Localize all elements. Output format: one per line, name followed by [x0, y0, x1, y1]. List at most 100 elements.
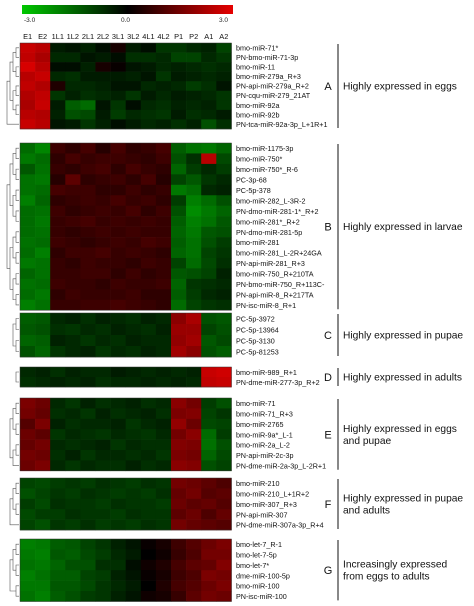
heatmap-cell: [95, 559, 111, 571]
mirna-label: PN-api-miR-281_R+3: [236, 259, 305, 268]
heatmap-cell: [95, 216, 111, 227]
heatmap-cell: [50, 460, 66, 472]
heatmap-cell: [110, 509, 126, 520]
heatmap-cell: [65, 460, 81, 472]
heatmap-cell: [186, 52, 202, 63]
heatmap-cell: [171, 559, 187, 571]
heatmap-cell: [155, 299, 172, 311]
heatmap-cell: [155, 324, 172, 336]
heatmap-cell: [155, 539, 172, 550]
heatmap-cell: [125, 580, 142, 592]
heatmap-cell: [110, 184, 126, 196]
mirna-label: PN-tca-miR-92a-3p_L+1R+1: [236, 120, 327, 129]
heatmap-cell: [65, 153, 81, 165]
heatmap-cell: [125, 398, 142, 409]
mirna-label: bmo-miR-1175-3p: [236, 144, 293, 153]
heatmap-cell: [216, 268, 232, 280]
heatmap-cell: [201, 346, 217, 358]
heatmap-cell: [125, 377, 142, 388]
heatmap-cell: [201, 313, 217, 325]
dendrogram-branch: [15, 168, 19, 180]
column-label: P1: [174, 32, 183, 41]
heatmap-cell: [35, 268, 51, 280]
heatmap-cell: [125, 52, 142, 63]
heatmap-cell: [35, 418, 51, 430]
heatmap-cell: [110, 346, 126, 358]
dendrogram-branch: [9, 498, 19, 526]
heatmap-cell: [171, 580, 187, 592]
mirna-label: bmo-miR-307_R+3: [236, 500, 297, 509]
heatmap-cell: [140, 450, 157, 461]
dendrogram-branch: [15, 147, 19, 159]
heatmap-cell: [35, 299, 51, 311]
heatmap-cell: [155, 205, 172, 217]
heatmap-cell: [201, 429, 217, 440]
heatmap-cell: [80, 324, 96, 336]
heatmap-cell: [80, 257, 96, 269]
heatmap-cell: [155, 570, 172, 581]
heatmap-cell: [35, 226, 51, 238]
heatmap-cell: [171, 119, 187, 130]
dendrogram-branch: [15, 47, 19, 58]
heatmap-cell: [20, 346, 36, 358]
heatmap-cell: [80, 408, 96, 420]
heatmap-cell: [50, 153, 66, 165]
heatmap-cell: [125, 418, 142, 430]
heatmap-cell: [95, 237, 111, 248]
cluster-outline: [19, 42, 232, 130]
heatmap-cell: [50, 570, 66, 581]
heatmap-cell: [186, 195, 202, 206]
heatmap-cell: [216, 195, 232, 206]
dendrogram-branch: [12, 488, 16, 510]
heatmap-cell: [65, 257, 81, 269]
heatmap-cell: [65, 324, 81, 336]
heatmap-cell: [110, 498, 126, 510]
heatmap-cell: [171, 429, 187, 440]
heatmap-cell: [186, 226, 202, 238]
heatmap-cell: [201, 450, 217, 461]
heatmap-cell: [125, 549, 142, 561]
heatmap-cell: [110, 81, 126, 92]
heatmap-cell: [50, 418, 66, 430]
heatmap-cell: [216, 71, 232, 82]
heatmap-cell: [140, 408, 157, 420]
heatmap-cell: [140, 153, 157, 165]
heatmap-cell: [20, 377, 36, 388]
heatmap-cell: [155, 377, 172, 388]
heatmap-cell: [20, 324, 36, 336]
heatmap-cell: [35, 163, 51, 175]
heatmap-cell: [65, 408, 81, 420]
heatmap-cell: [186, 398, 202, 409]
mirna-label: bmo-miR-92b: [236, 110, 280, 119]
heatmap-cell: [125, 237, 142, 248]
heatmap-cell: [216, 591, 232, 602]
cluster-description: Highly expressed in eggs: [343, 424, 457, 435]
heatmap-cell: [201, 324, 217, 336]
mirna-label: PN-bmo-miR-750_R+113C-: [236, 280, 325, 289]
heatmap-cell: [155, 509, 172, 520]
heatmap-cell: [125, 519, 142, 531]
heatmap-cell: [201, 119, 217, 130]
heatmap-cell: [65, 52, 81, 63]
heatmap-cell: [110, 174, 126, 186]
cluster-letter: B: [324, 222, 331, 234]
heatmap-cell: [140, 109, 157, 120]
heatmap-cell: [35, 143, 51, 154]
mirna-label: PC-5p-378: [236, 186, 271, 195]
heatmap-cell: [140, 195, 157, 206]
heatmap-cell: [155, 429, 172, 440]
heatmap-cell: [201, 367, 217, 378]
heatmap-cell: [20, 257, 36, 269]
heatmap-cell: [110, 52, 126, 63]
heatmap-cell: [35, 460, 51, 472]
heatmap-cell: [110, 439, 126, 451]
heatmap-cell: [80, 174, 96, 186]
cluster-description: Increasingly expressed: [343, 560, 448, 571]
heatmap-cell: [171, 143, 187, 154]
mirna-label: bmo-let-7*: [236, 561, 269, 570]
heatmap-cell: [95, 268, 111, 280]
heatmap-cell: [95, 439, 111, 451]
heatmap-cell: [35, 335, 51, 347]
heatmap-cell: [186, 313, 202, 325]
mirna-label: PC-5p-3130: [236, 337, 275, 346]
